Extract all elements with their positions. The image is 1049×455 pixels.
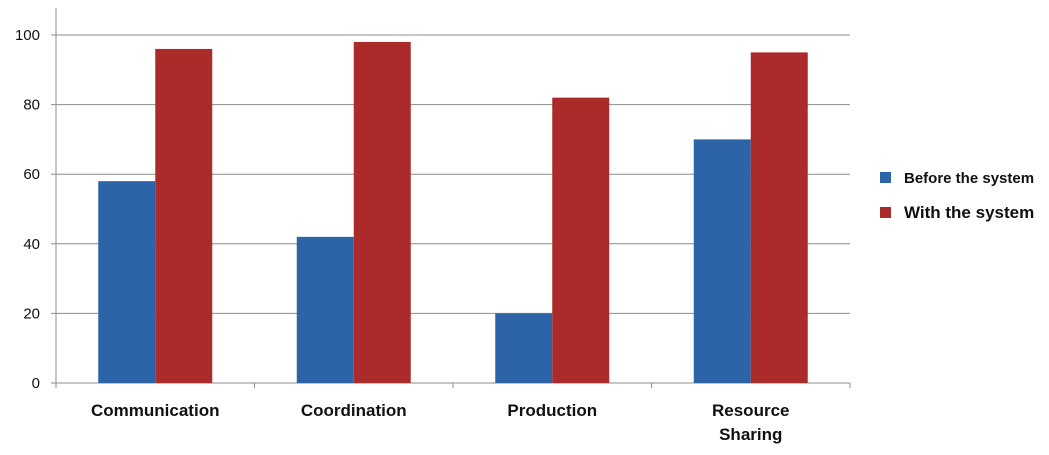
legend-label: Before the system [904,170,1034,187]
bar [155,48,213,384]
y-tick-label: 40 [23,236,40,253]
bar [296,236,354,383]
y-tick-labels: 0 20 40 60 80 100 [15,27,40,392]
y-tick-label: 60 [23,166,40,183]
y-tick-label: 0 [32,375,40,392]
x-category-labels: Communication Coordination Production Resou… [91,401,789,444]
x-category-label: Coordination [301,401,407,420]
bars [98,41,808,384]
legend: Before the system With the system [880,170,1034,222]
legend-swatch [880,207,891,218]
bar [750,52,808,384]
x-category-label: Communication [91,401,219,420]
bar [495,313,553,383]
y-tick-label: 80 [23,97,40,114]
x-category-label: Resource Sharing [712,401,789,444]
bar [353,41,411,384]
bar [98,181,156,383]
bar [552,97,610,383]
bar [693,139,751,383]
y-tick-label: 100 [15,27,40,44]
legend-swatch [880,172,891,183]
x-category-label: Production [507,401,597,420]
y-tick-label: 20 [23,305,40,322]
legend-label: With the system [904,203,1034,222]
